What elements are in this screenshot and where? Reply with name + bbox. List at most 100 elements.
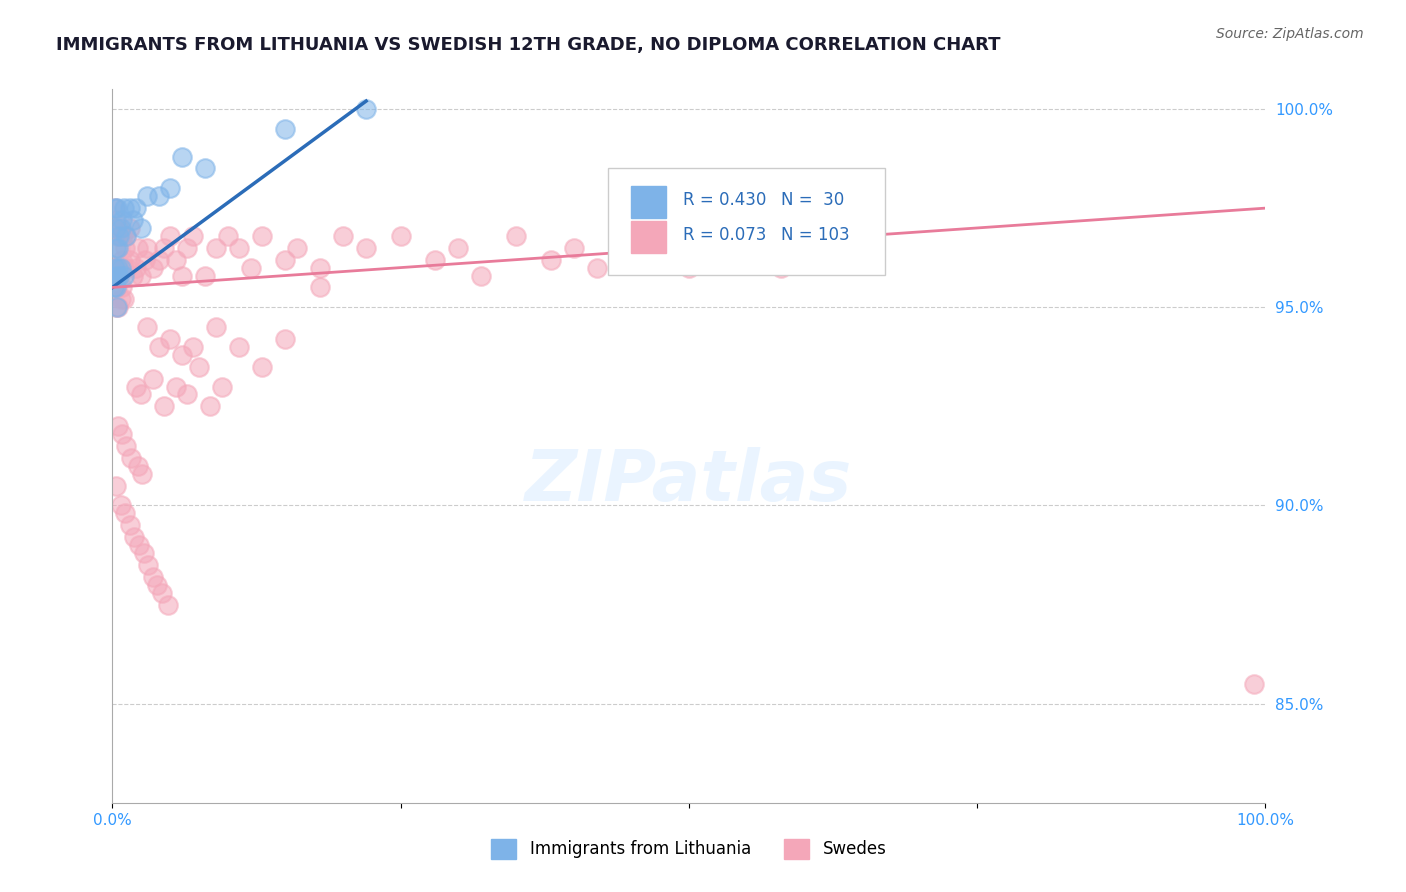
Point [136,558,159,572]
Point [105,228,128,243]
Point [170,348,193,362]
Point [217,228,239,243]
Point [114,507,136,521]
Point [274,121,297,136]
Point [562,241,585,255]
Point [228,340,250,354]
Point [105,201,128,215]
Point [148,252,170,267]
Point [156,598,179,612]
Point [104,260,127,275]
Point [127,241,149,255]
Point [105,268,128,283]
Point [111,252,134,267]
Point [131,467,153,481]
Point [124,530,146,544]
Point [115,439,138,453]
Point [129,387,153,401]
Point [110,499,132,513]
Point [194,161,217,176]
Point [107,300,129,314]
Point [585,260,607,275]
Point [122,268,145,283]
Point [770,260,793,275]
Point [354,102,377,116]
Point [678,260,700,275]
Point [111,280,134,294]
Point [115,228,138,243]
Text: Source: ZipAtlas.com: Source: ZipAtlas.com [1216,27,1364,41]
Point [124,260,146,275]
Point [148,189,170,203]
Point [309,260,332,275]
Point [187,359,211,374]
Point [181,340,204,354]
Point [285,241,308,255]
Point [274,332,297,346]
Point [200,400,222,414]
Point [136,320,159,334]
Point [104,300,127,314]
Point [425,252,447,267]
Point [103,260,125,275]
Point [176,387,198,401]
Point [103,280,125,294]
Point [150,585,173,599]
Text: R = 0.073: R = 0.073 [683,227,766,244]
Point [165,252,187,267]
Point [107,419,129,434]
Point [112,201,135,215]
Point [110,293,132,307]
Point [735,241,758,255]
Point [108,268,131,283]
Point [107,241,129,255]
Point [111,228,134,243]
Point [159,228,181,243]
Point [447,241,470,255]
Point [112,260,135,275]
Point [117,260,139,275]
Point [111,213,134,227]
Point [389,228,412,243]
Point [159,181,181,195]
Bar [631,186,666,218]
Point [142,260,165,275]
Point [115,228,138,243]
Point [136,241,159,255]
Point [104,213,127,227]
Point [815,228,838,243]
Point [159,332,181,346]
Point [252,228,274,243]
Point [165,379,187,393]
Point [120,450,142,465]
Point [142,570,165,584]
Point [176,241,198,255]
Point [124,201,146,215]
Point [104,280,127,294]
Text: IMMIGRANTS FROM LITHUANIA VS SWEDISH 12TH GRADE, NO DIPLOMA CORRELATION CHART: IMMIGRANTS FROM LITHUANIA VS SWEDISH 12T… [56,36,1001,54]
Point [112,293,135,307]
Point [118,221,141,235]
Text: N =  30: N = 30 [782,191,845,209]
Point [110,221,132,235]
Point [239,260,262,275]
Point [104,478,127,492]
Point [146,578,169,592]
Point [170,268,193,283]
Legend: Immigrants from Lithuania, Swedes: Immigrants from Lithuania, Swedes [485,832,893,866]
Point [104,268,127,283]
Point [655,241,678,255]
Point [114,241,136,255]
Point [103,221,125,235]
Text: N = 103: N = 103 [782,227,849,244]
Point [108,221,131,235]
Point [127,458,149,473]
Point [104,201,127,215]
Point [108,268,131,283]
Point [107,260,129,275]
Point [104,241,127,255]
Point [540,252,562,267]
Point [107,241,129,255]
Point [142,371,165,385]
Point [620,228,643,243]
